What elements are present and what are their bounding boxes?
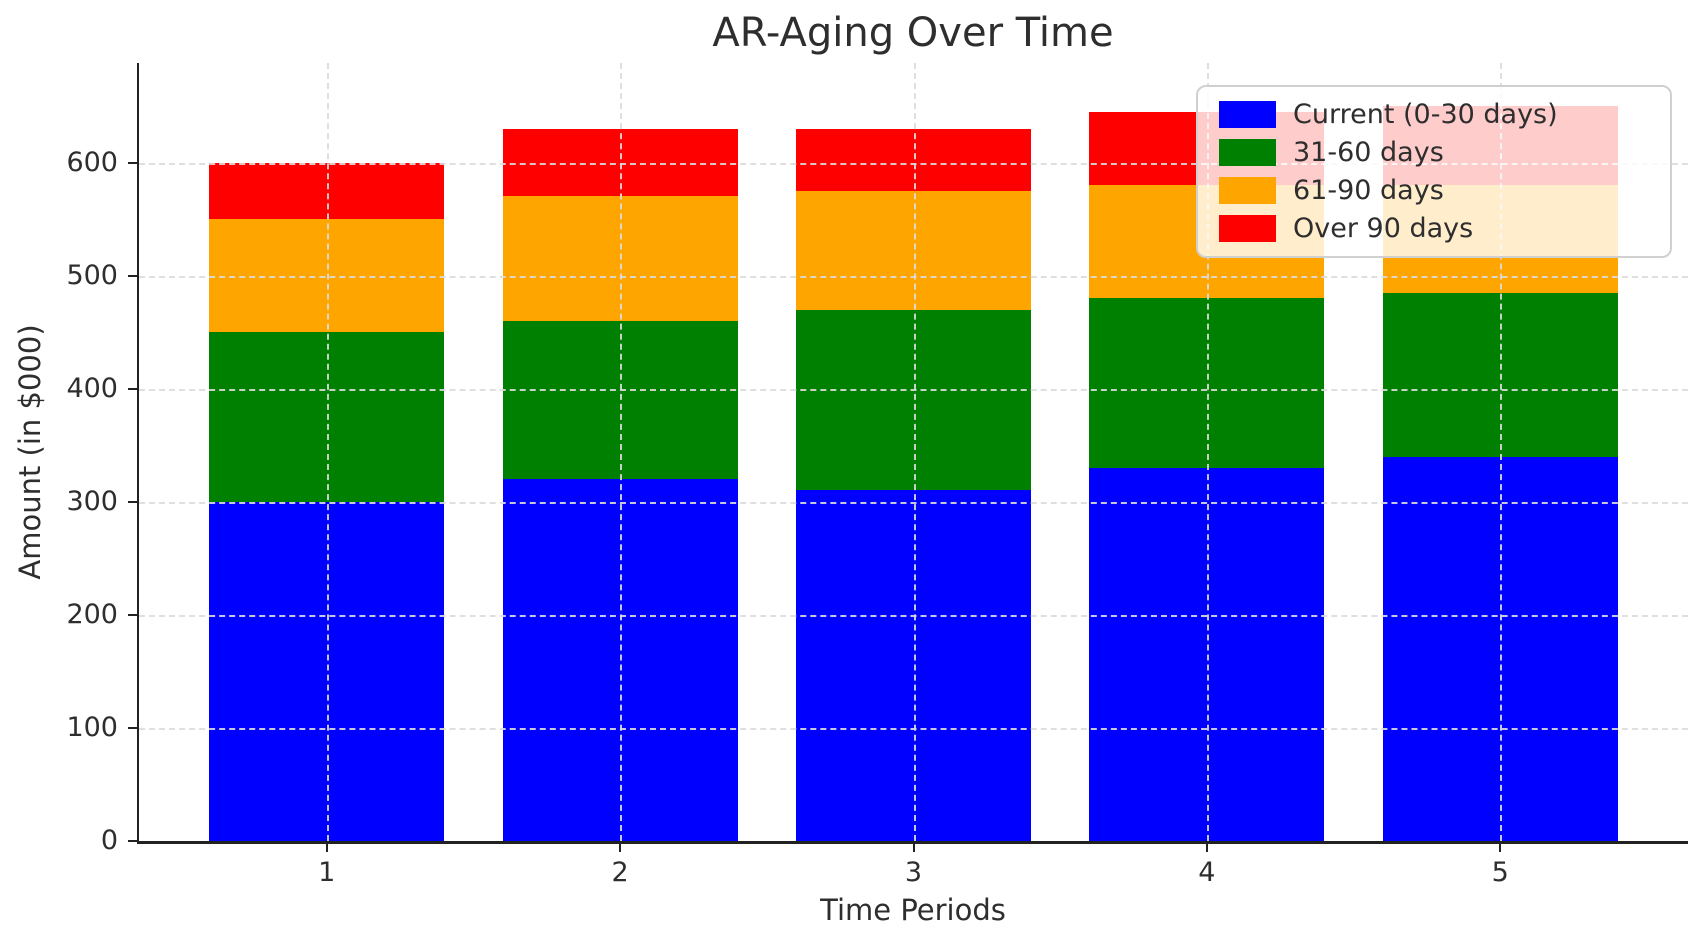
y-axis-label: Amount (in $000): [13, 324, 47, 580]
gridline-x-1: [326, 63, 329, 841]
x-tick-mark-5: [1499, 843, 1502, 852]
y-tick-label-400: 400: [66, 372, 118, 404]
legend-label-61-90: 61-90 days: [1293, 175, 1444, 207]
y-tick-label-0: 0: [100, 825, 118, 856]
y-tick-label-200: 200: [66, 598, 118, 630]
legend-swatch-current: [1219, 100, 1276, 128]
x-tick-label-4: 4: [1198, 857, 1216, 888]
y-tick-mark-100: [128, 726, 137, 729]
legend-item-current: Current (0-30 days): [1198, 99, 1670, 130]
gridline-x-4: [1206, 63, 1209, 841]
y-tick-mark-200: [128, 613, 137, 616]
gridline-x-3: [913, 63, 916, 841]
x-tick-label-5: 5: [1491, 857, 1509, 888]
y-tick-label-100: 100: [66, 711, 118, 743]
x-tick-label-3: 3: [904, 857, 923, 888]
y-tick-mark-300: [128, 500, 137, 503]
legend-swatch-61-90: [1219, 177, 1276, 205]
y-tick-mark-0: [128, 840, 137, 842]
y-tick-mark-400: [128, 387, 137, 390]
legend: Current (0-30 days) 31-60 days 61-90 day…: [1196, 85, 1672, 258]
legend-label-current: Current (0-30 days): [1293, 98, 1558, 130]
gridline-x-5: [1500, 63, 1503, 841]
y-tick-mark-600: [128, 161, 137, 164]
x-tick-mark-2: [619, 843, 622, 852]
y-tick-label-300: 300: [66, 485, 118, 517]
x-tick-mark-1: [325, 843, 328, 852]
gridline-x-2: [620, 63, 623, 841]
y-tick-label-500: 500: [66, 259, 118, 291]
legend-item-over-90: Over 90 days: [1198, 213, 1670, 244]
x-tick-label-2: 2: [611, 857, 629, 888]
legend-swatch-31-60: [1219, 138, 1276, 166]
y-axis-spine: [137, 63, 139, 843]
x-tick-label-1: 1: [318, 857, 336, 888]
x-axis-spine: [137, 841, 1688, 844]
x-tick-mark-4: [1205, 843, 1208, 852]
legend-label-31-60: 31-60 days: [1293, 136, 1444, 168]
x-axis-label: Time Periods: [820, 893, 1006, 927]
y-tick-label-600: 600: [66, 146, 118, 178]
chart-title: AR-Aging Over Time: [712, 10, 1114, 56]
y-tick-mark-500: [128, 274, 137, 277]
legend-label-over-90: Over 90 days: [1293, 213, 1474, 245]
legend-swatch-over-90: [1219, 215, 1276, 243]
x-tick-mark-3: [912, 843, 915, 852]
legend-item-31-60: 31-60 days: [1198, 137, 1670, 168]
legend-item-61-90: 61-90 days: [1198, 175, 1670, 206]
